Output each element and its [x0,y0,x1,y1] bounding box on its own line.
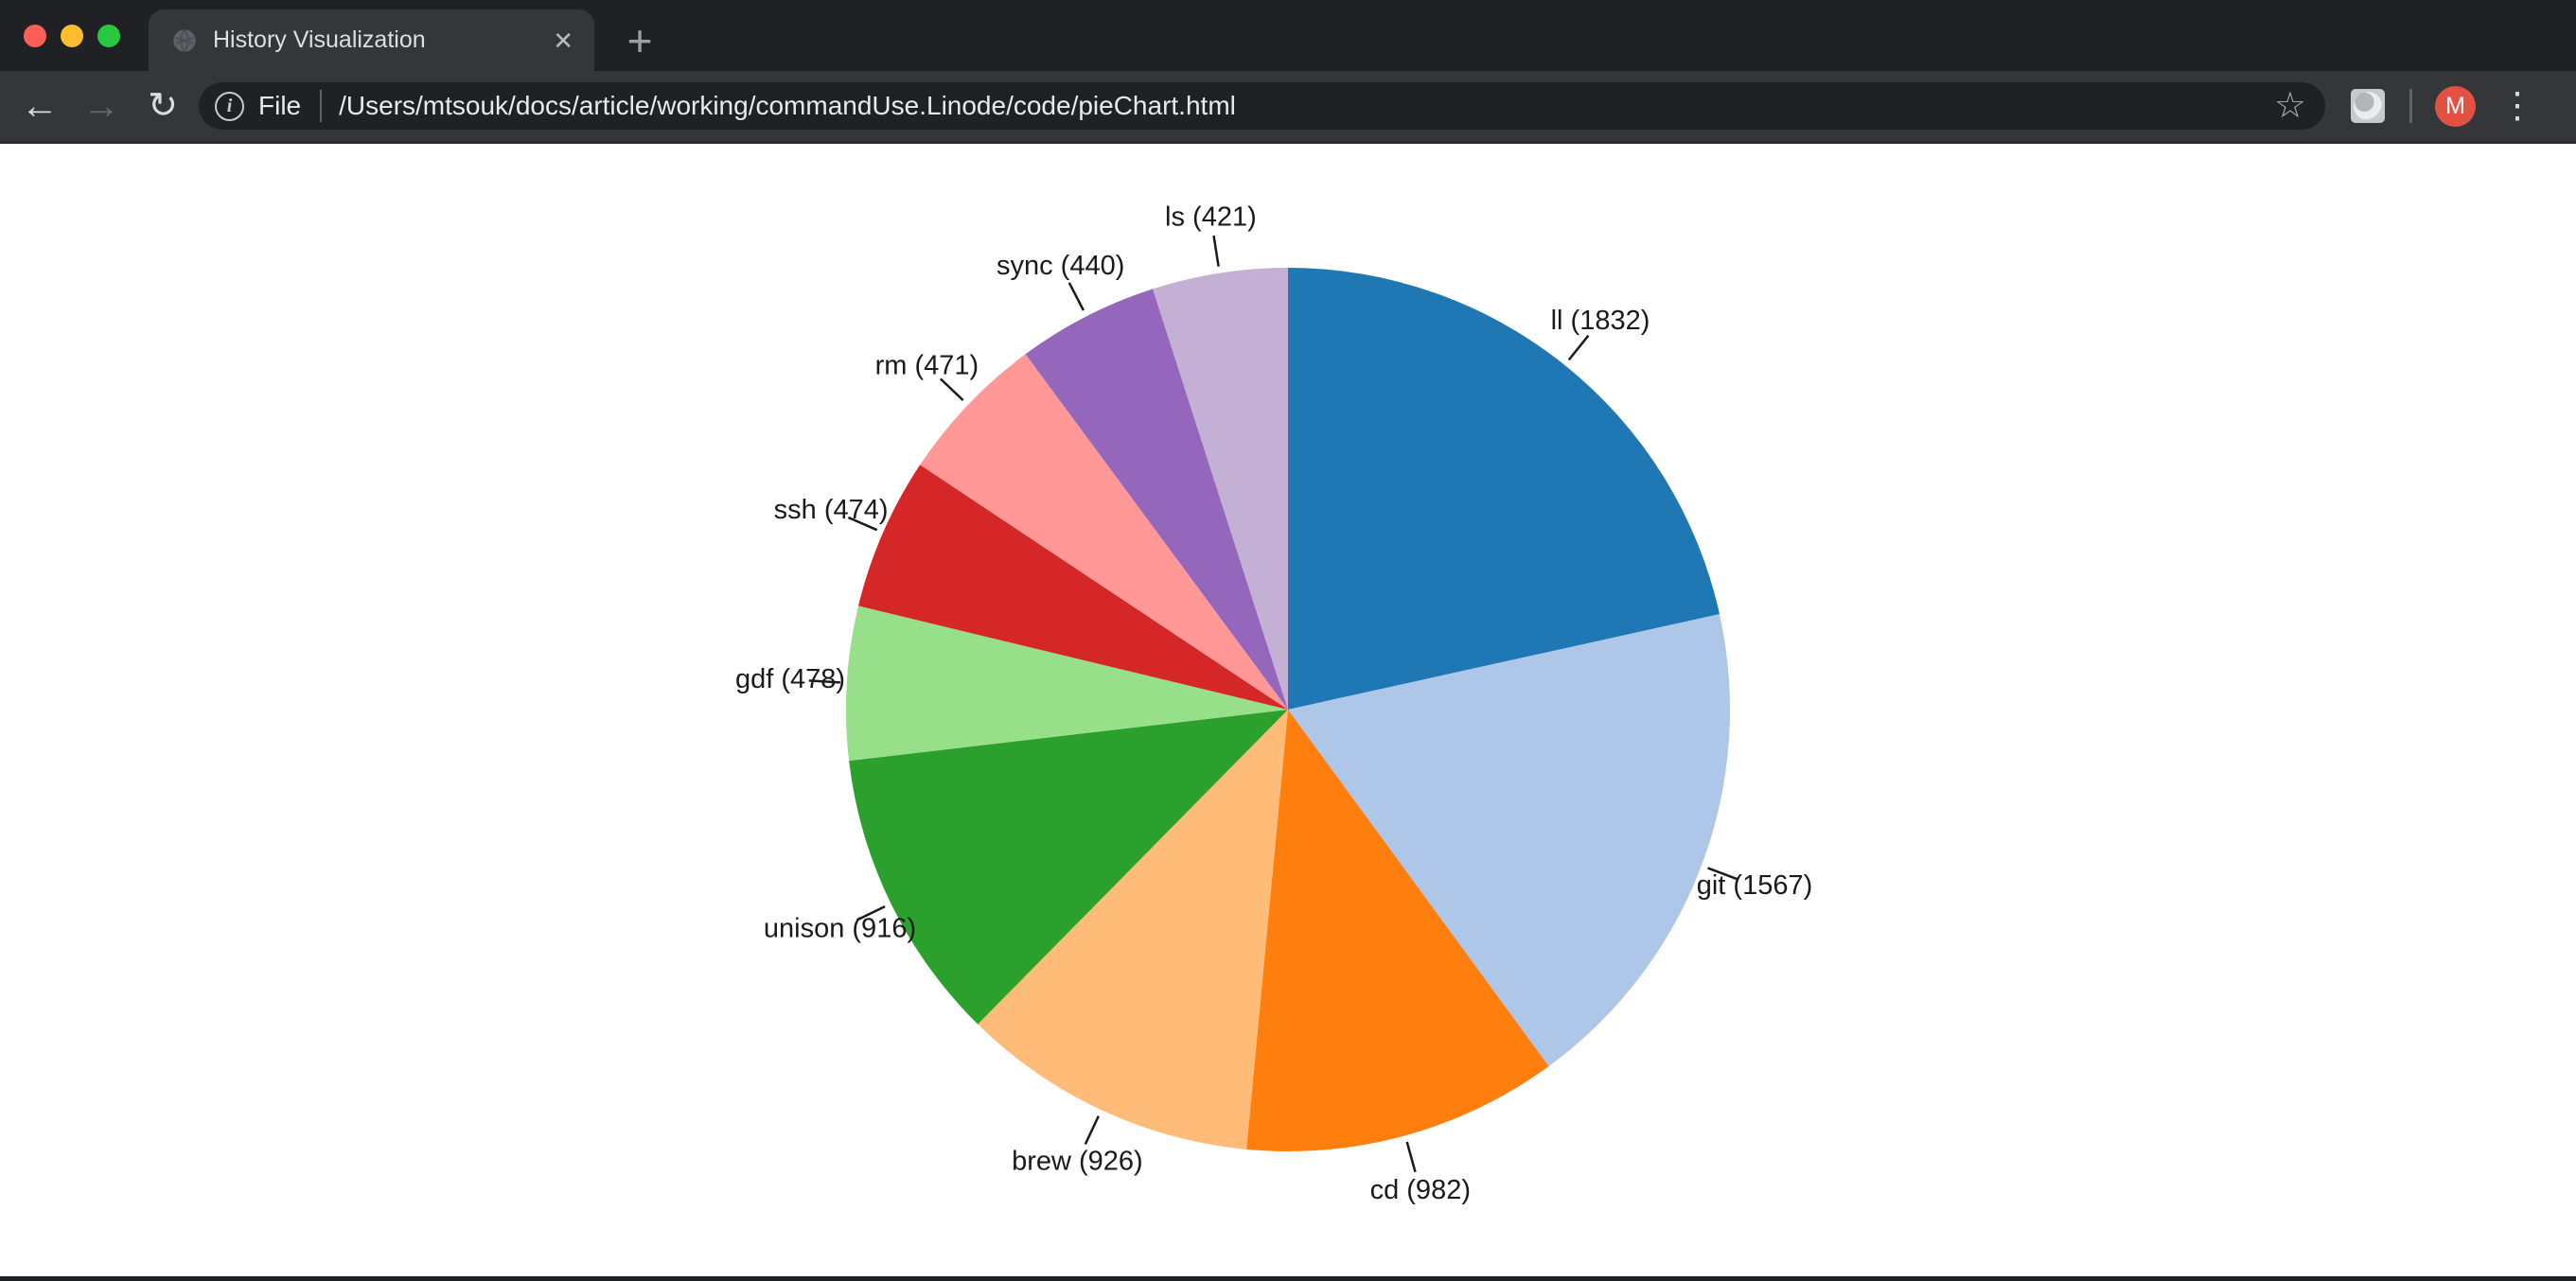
forward-icon: → [75,79,128,132]
url-input[interactable]: /Users/mtsouk/docs/article/working/comma… [339,91,2274,121]
slice-tick-sync [1069,283,1084,310]
slice-tick-ls [1214,236,1219,267]
slice-label-sync: sync (440) [997,251,1124,281]
page-info-icon[interactable]: i [215,92,244,121]
toolbar-divider [2409,89,2412,123]
page-content: ll (1832) git (1567) cd (982) brew (926) uni… [0,144,2576,1276]
slice-label-unison: unison (916) [764,913,916,943]
url-scheme-label: File [258,91,301,121]
back-icon[interactable]: ← [13,79,66,132]
new-tab-button[interactable]: + [611,9,668,71]
slice-label-cd: cd (982) [1370,1175,1471,1205]
slice-tick-cd [1407,1142,1416,1172]
slice-label-gdf: gdf (478) [735,664,845,694]
slice-tick-brew [1085,1116,1099,1145]
tab-close-icon[interactable]: ✕ [553,28,573,53]
address-bar[interactable]: i File /Users/mtsouk/docs/article/workin… [199,82,2325,130]
tab-title: History Visualization [213,26,553,54]
slice-label-ssh: ssh (474) [774,495,889,525]
slice-tick-ll [1569,336,1589,360]
omnibox-divider [320,90,322,122]
extension-icon[interactable] [2351,89,2385,123]
reload-icon[interactable]: ↻ [136,79,189,132]
slice-label-ll: ll (1832) [1551,306,1650,336]
profile-avatar[interactable]: M [2435,86,2476,127]
slice-tick-rm [941,378,963,400]
slice-label-rm: rm (471) [875,351,979,381]
slice-label-git: git (1567) [1697,870,1813,901]
pie-chart: ll (1832) git (1567) cd (982) brew (926) uni… [0,144,2576,1276]
browser-toolbar: ← → ↻ i File /Users/mtsouk/docs/article/… [0,71,2576,144]
slice-label-ls: ls (421) [1165,202,1257,232]
slice-label-brew: brew (926) [1012,1147,1143,1177]
bookmark-star-icon[interactable]: ☆ [2274,88,2306,124]
browser-menu-icon[interactable]: ⋮ [2495,88,2540,124]
globe-favicon-icon [171,27,198,54]
window-zoom-button[interactable] [97,25,120,47]
tab-strip: History Visualization ✕ + [0,0,2576,71]
window-close-button[interactable] [24,25,46,47]
window-minimize-button[interactable] [61,25,83,47]
browser-tab[interactable]: History Visualization ✕ [149,9,594,71]
